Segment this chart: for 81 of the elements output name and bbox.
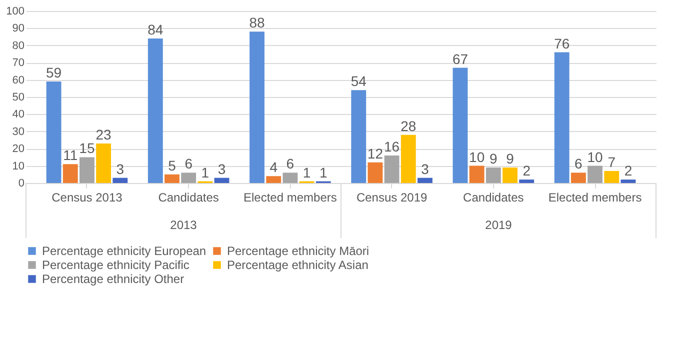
data-label: 4 <box>270 159 278 176</box>
bar <box>96 143 112 183</box>
bar <box>502 168 518 183</box>
data-label: 28 <box>400 118 416 134</box>
bar <box>418 178 432 183</box>
x-tick-label: Candidates <box>463 190 524 204</box>
bar <box>400 134 416 183</box>
x-tick-label: Candidates <box>158 190 219 204</box>
bar <box>112 178 128 183</box>
data-label: 2 <box>624 162 632 179</box>
data-label: 6 <box>184 156 193 172</box>
y-tick-label: 10 <box>12 160 24 172</box>
y-tick-label: 0 <box>18 178 24 190</box>
y-tick-label: 30 <box>12 126 24 138</box>
data-label: 23 <box>96 126 112 142</box>
bar <box>588 166 602 183</box>
bar <box>46 82 62 183</box>
legend-label: Percentage ethnicity Asian <box>227 258 368 272</box>
bar <box>181 172 196 183</box>
data-label: 76 <box>554 35 570 52</box>
data-label: 84 <box>148 22 164 38</box>
data-label: 10 <box>587 148 604 165</box>
data-label: 16 <box>384 138 400 154</box>
x-tick-label: Elected members <box>244 190 337 204</box>
y-tick-label: 60 <box>12 74 24 86</box>
x-tick-label: Elected members <box>548 190 642 204</box>
text: 2013 <box>170 218 198 232</box>
y-tick-label: 40 <box>12 108 24 121</box>
bar <box>250 32 264 183</box>
legend-label: Percentage ethnicity Other <box>42 272 184 286</box>
data-label: 3 <box>421 160 430 177</box>
data-label: 3 <box>218 160 226 177</box>
bar <box>554 52 570 183</box>
y-tick-label: 70 <box>12 57 24 70</box>
bar <box>486 168 501 183</box>
legend-label: Percentage ethnicity Māori <box>227 244 370 258</box>
y-tick-label: 20 <box>12 143 24 156</box>
y-tick-label: 80 <box>12 40 24 52</box>
data-label: 1 <box>201 164 210 180</box>
x-tick-label: Census 2013 <box>52 190 123 204</box>
data-label: 88 <box>249 14 266 31</box>
bar <box>368 162 383 183</box>
bar <box>351 90 366 183</box>
bar <box>570 172 586 183</box>
data-label: 11 <box>63 147 78 164</box>
data-label: 5 <box>168 157 176 174</box>
bar <box>620 180 636 183</box>
x-tick-label: Census 2019 <box>356 190 428 204</box>
y-tick-label: 100 <box>6 6 24 18</box>
y-tick-label: 90 <box>12 22 24 35</box>
data-label: 1 <box>319 164 328 180</box>
data-label: 54 <box>350 73 367 90</box>
data-label: 9 <box>490 150 498 167</box>
bar <box>164 174 180 183</box>
bar <box>62 164 78 183</box>
data-label: 3 <box>116 160 124 177</box>
data-label: 10 <box>469 148 485 165</box>
bar <box>214 178 230 183</box>
data-label: 59 <box>46 64 62 81</box>
data-label: 2 <box>522 162 531 179</box>
data-label: 15 <box>79 140 95 156</box>
bar <box>604 170 620 183</box>
bar <box>266 176 282 183</box>
legend-label: Percentage ethnicity Pacific <box>42 258 190 272</box>
data-label: 12 <box>367 145 384 162</box>
y-tick-label: 50 <box>12 92 24 104</box>
data-label: 9 <box>506 150 514 167</box>
bar <box>519 180 534 183</box>
bar <box>384 155 400 183</box>
bar <box>80 157 94 183</box>
data-label: 1 <box>302 164 311 180</box>
data-label: 67 <box>452 50 468 67</box>
data-label: 6 <box>286 156 294 172</box>
bar <box>469 166 484 183</box>
data-label: 7 <box>608 154 616 170</box>
text: 2019 <box>485 218 512 232</box>
bar <box>452 68 468 183</box>
data-label: 6 <box>574 156 583 172</box>
legend-label: Percentage ethnicity European <box>42 244 206 258</box>
bar <box>282 172 298 183</box>
bar <box>148 38 163 183</box>
